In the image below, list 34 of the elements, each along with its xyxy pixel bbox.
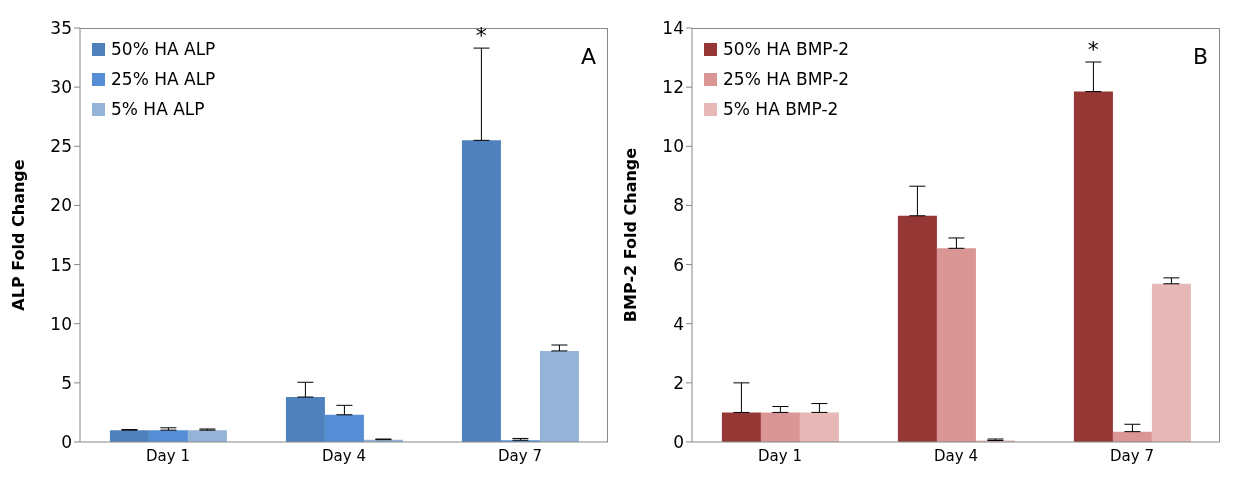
y-axis-title: BMP-2 Fold Change [620, 147, 640, 323]
y-tick-label: 12 [662, 77, 684, 98]
y-tick-label: 30 [50, 77, 72, 98]
annotation: B [1192, 44, 1208, 69]
y-tick-label: 10 [50, 313, 72, 334]
legend-label: 50% HA BMP-2 [723, 38, 850, 61]
legend-label: 25% HA BMP-2 [723, 68, 850, 91]
x-tick-label: Day 7 [498, 446, 542, 465]
annotation: * [474, 23, 488, 49]
y-tick-label: 5 [61, 372, 72, 393]
y-tick-label: 0 [61, 432, 72, 453]
annotation: A [580, 44, 596, 69]
y-tick-label: 8 [673, 195, 684, 216]
x-tick-label: Day 1 [146, 446, 190, 465]
y-tick-label: 0 [673, 432, 684, 453]
legend-label: 5% HA BMP-2 [723, 98, 839, 121]
y-tick-label: 25 [50, 136, 72, 157]
legend-label: 25% HA ALP [111, 68, 216, 91]
legend-label: 50% HA ALP [111, 38, 216, 61]
x-tick-label: Day 1 [758, 446, 802, 465]
y-tick-label: 10 [662, 136, 684, 157]
x-tick-label: Day 4 [322, 446, 366, 465]
legend-label: 5% HA ALP [111, 98, 205, 121]
y-tick-label: 20 [50, 195, 72, 216]
x-tick-label: Day 4 [934, 446, 978, 465]
y-axis-title: ALP Fold Change [8, 159, 28, 311]
y-tick-label: 4 [673, 313, 684, 334]
y-tick-label: 35 [50, 18, 72, 39]
y-tick-label: 15 [50, 254, 72, 275]
y-tick-label: 14 [662, 18, 684, 39]
y-tick-label: 6 [673, 254, 684, 275]
y-tick-label: 2 [673, 372, 684, 393]
x-tick-label: Day 7 [1110, 446, 1154, 465]
annotation: * [1086, 37, 1100, 62]
